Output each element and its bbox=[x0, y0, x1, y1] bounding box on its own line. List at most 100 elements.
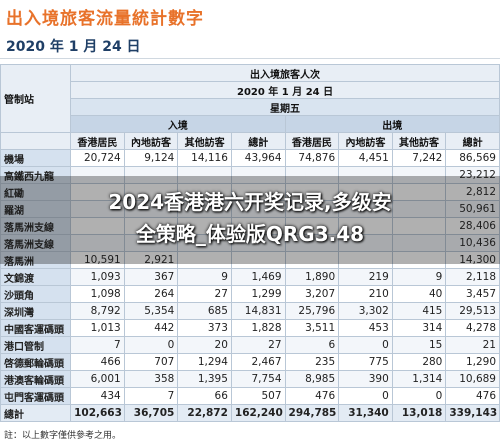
table-cell: 74,876 bbox=[284, 149, 340, 167]
control-point-name: 港澳客輪碼頭 bbox=[0, 370, 72, 388]
table-cell: 1,314 bbox=[391, 370, 447, 388]
table-row: 深圳灣 8,792 5,354 685 14,831 25,796 3,302 415 29,5… bbox=[0, 302, 500, 320]
total-label: 總計 bbox=[0, 404, 72, 422]
table-cell bbox=[284, 234, 340, 252]
table-row: 港澳客輪碼頭 6,001 358 1,395 7,754 8,985 390 1,314 10,… bbox=[0, 370, 500, 388]
total-cell: 36,705 bbox=[123, 404, 179, 422]
table-cell: 25,796 bbox=[284, 302, 340, 320]
table-cell: 1,294 bbox=[177, 353, 232, 371]
table-cell: 0 bbox=[391, 387, 447, 405]
table-cell: 9,124 bbox=[123, 149, 179, 167]
table-cell: 86,569 bbox=[445, 149, 500, 167]
table-cell: 9 bbox=[177, 268, 232, 286]
table-row: 沙頭角 1,098 264 27 1,299 3,207 210 40 3,457 bbox=[0, 285, 500, 303]
table-cell: 4,451 bbox=[338, 149, 393, 167]
table-cell: 219 bbox=[338, 268, 393, 286]
table-cell: 40 bbox=[391, 285, 447, 303]
table-cell: 0 bbox=[338, 387, 393, 405]
table-cell: 1,098 bbox=[70, 285, 125, 303]
table-cell: 1,013 bbox=[70, 319, 125, 337]
column-header: 香港居民 bbox=[284, 132, 340, 150]
total-cell: 162,240 bbox=[230, 404, 286, 422]
table-cell: 10,436 bbox=[445, 234, 500, 252]
table-row: 屯門客運碼頭 434 7 66 507 476 0 0 476 bbox=[0, 387, 500, 405]
table-cell bbox=[177, 200, 232, 218]
footnote: 註：以上數字僅供參考之用。 bbox=[4, 431, 122, 441]
table-cell bbox=[338, 166, 393, 184]
table-cell: 15 bbox=[391, 336, 447, 354]
statistics-table-wrapper: 管制站 出入境旅客人次 2020 年 1 月 24 日 星期五 入境 出境 香港… bbox=[0, 64, 500, 422]
table-cell: 453 bbox=[338, 319, 393, 337]
table-cell: 66 bbox=[177, 387, 232, 405]
table-cell: 1,828 bbox=[230, 319, 286, 337]
table-cell: 3,457 bbox=[445, 285, 500, 303]
table-cell: 707 bbox=[123, 353, 179, 371]
table-cell: 20,724 bbox=[70, 149, 125, 167]
table-cell: 3,207 bbox=[284, 285, 340, 303]
group-weekday: 星期五 bbox=[70, 98, 500, 116]
table-cell: 1,890 bbox=[284, 268, 340, 286]
control-point-name: 紅磡 bbox=[0, 183, 72, 201]
departure-header: 出境 bbox=[284, 115, 500, 133]
table-cell: 373 bbox=[177, 319, 232, 337]
table-cell: 314 bbox=[391, 319, 447, 337]
total-cell: 13,018 bbox=[391, 404, 447, 422]
table-cell: 7,242 bbox=[391, 149, 447, 167]
banner-text: 2024香港港六开奖记录,多级安 全策略_体验版QRG3.48 bbox=[0, 186, 500, 250]
control-point-name: 啓德郵輪碼頭 bbox=[0, 353, 72, 371]
table-cell bbox=[230, 200, 286, 218]
table-cell: 1,395 bbox=[177, 370, 232, 388]
table-cell: 7 bbox=[70, 336, 125, 354]
column-header: 內地訪客 bbox=[123, 132, 179, 150]
table-cell: 507 bbox=[230, 387, 286, 405]
table-row: 機場 20,724 9,124 14,116 43,964 74,876 4,451 7,24… bbox=[0, 149, 500, 167]
table-cell: 685 bbox=[177, 302, 232, 320]
table-cell: 23,212 bbox=[445, 166, 500, 184]
column-header: 總計 bbox=[445, 132, 500, 150]
column-header: 香港居民 bbox=[70, 132, 125, 150]
group-date: 2020 年 1 月 24 日 bbox=[70, 81, 500, 99]
table-cell: 415 bbox=[391, 302, 447, 320]
blank-header bbox=[0, 132, 72, 150]
table-cell: 7,754 bbox=[230, 370, 286, 388]
table-cell: 434 bbox=[70, 387, 125, 405]
control-point-name: 屯門客運碼頭 bbox=[0, 387, 72, 405]
total-cell: 294,785 bbox=[284, 404, 340, 422]
table-cell: 775 bbox=[338, 353, 393, 371]
table-row: 文錦渡 1,093 367 9 1,469 1,890 219 9 2,118 bbox=[0, 268, 500, 286]
table-row: 中國客運碼頭 1,013 442 373 1,828 3,511 453 314 4,278 bbox=[0, 319, 500, 337]
banner-line-1: 2024香港港六开奖记录,多级安 bbox=[108, 190, 392, 214]
table-cell: 8,985 bbox=[284, 370, 340, 388]
table-cell: 264 bbox=[123, 285, 179, 303]
control-point-name: 文錦渡 bbox=[0, 268, 72, 286]
table-cell: 1,093 bbox=[70, 268, 125, 286]
control-point-name: 高鐵西九龍 bbox=[0, 166, 72, 184]
control-point-name: 深圳灣 bbox=[0, 302, 72, 320]
table-cell: 1,299 bbox=[230, 285, 286, 303]
table-cell: 27 bbox=[177, 285, 232, 303]
table-cell: 29,513 bbox=[445, 302, 500, 320]
table-cell bbox=[70, 234, 125, 252]
table-cell: 21 bbox=[445, 336, 500, 354]
table-cell: 367 bbox=[123, 268, 179, 286]
table-cell: 476 bbox=[445, 387, 500, 405]
table-cell: 2,467 bbox=[230, 353, 286, 371]
total-cell: 22,872 bbox=[177, 404, 232, 422]
table-cell: 3,511 bbox=[284, 319, 340, 337]
total-cell: 339,143 bbox=[445, 404, 500, 422]
table-cell: 0 bbox=[338, 336, 393, 354]
banner-line-2: 全策略_体验版QRG3.48 bbox=[135, 222, 365, 246]
table-cell: 14,831 bbox=[230, 302, 286, 320]
control-point-name: 中國客運碼頭 bbox=[0, 319, 72, 337]
table-cell: 43,964 bbox=[230, 149, 286, 167]
table-cell: 50,961 bbox=[445, 200, 500, 218]
table-cell: 442 bbox=[123, 319, 179, 337]
report-date: 2020 年 1 月 24 日 bbox=[6, 39, 141, 55]
table-cell: 4,278 bbox=[445, 319, 500, 337]
table-cell: 358 bbox=[123, 370, 179, 388]
control-point-header: 管制站 bbox=[0, 64, 72, 133]
table-cell: 280 bbox=[391, 353, 447, 371]
table-row: 紅磡 2,812 bbox=[0, 183, 500, 201]
arrival-header: 入境 bbox=[70, 115, 286, 133]
table-cell: 210 bbox=[338, 285, 393, 303]
